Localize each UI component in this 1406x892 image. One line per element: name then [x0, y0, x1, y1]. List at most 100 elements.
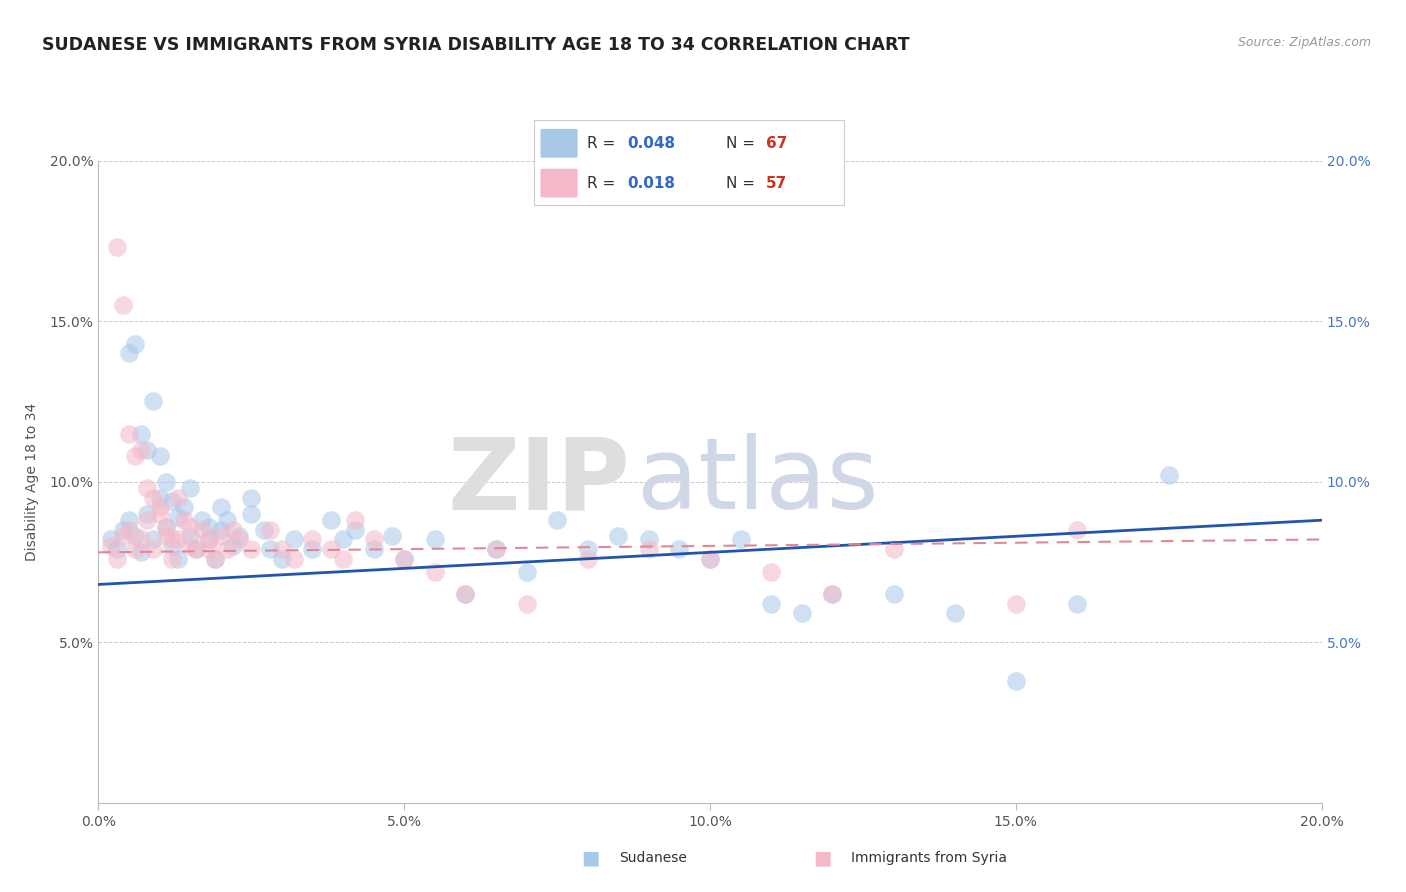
Point — [197, 533, 219, 547]
Point — [111, 523, 134, 537]
Text: N =: N = — [725, 176, 755, 191]
Point — [301, 542, 323, 557]
Point — [252, 523, 274, 537]
Point — [319, 513, 342, 527]
Point — [111, 529, 134, 543]
FancyBboxPatch shape — [540, 129, 578, 158]
Point — [228, 529, 250, 543]
Text: Source: ZipAtlas.com: Source: ZipAtlas.com — [1237, 36, 1371, 49]
Point — [546, 513, 568, 527]
Point — [155, 519, 177, 533]
Point — [118, 346, 141, 360]
Point — [259, 542, 281, 557]
Text: Sudanese: Sudanese — [619, 851, 686, 865]
Point — [516, 597, 538, 611]
Point — [149, 500, 172, 515]
Point — [136, 507, 159, 521]
Point — [167, 510, 190, 524]
Point — [179, 481, 201, 495]
Point — [699, 551, 721, 566]
Point — [179, 519, 201, 533]
Point — [222, 539, 245, 553]
Point — [167, 551, 190, 566]
Point — [197, 519, 219, 533]
Point — [160, 494, 183, 508]
Point — [1004, 597, 1026, 611]
Point — [637, 533, 661, 547]
Text: 57: 57 — [766, 176, 787, 191]
Point — [204, 551, 226, 566]
Point — [668, 542, 690, 557]
Point — [943, 607, 966, 621]
Point — [209, 529, 232, 543]
Point — [485, 542, 508, 557]
Point — [173, 513, 195, 527]
Point — [283, 551, 305, 566]
Point — [283, 533, 305, 547]
Point — [228, 533, 250, 547]
Point — [197, 533, 219, 547]
Point — [209, 500, 232, 515]
Point — [1004, 673, 1026, 688]
Point — [392, 551, 416, 566]
Point — [883, 542, 905, 557]
Point — [883, 587, 905, 601]
Point — [118, 426, 141, 441]
Point — [222, 523, 245, 537]
Point — [142, 394, 165, 409]
Point — [136, 513, 159, 527]
Text: SUDANESE VS IMMIGRANTS FROM SYRIA DISABILITY AGE 18 TO 34 CORRELATION CHART: SUDANESE VS IMMIGRANTS FROM SYRIA DISABI… — [42, 36, 910, 54]
Point — [215, 542, 238, 557]
Point — [136, 442, 159, 457]
Point — [191, 513, 214, 527]
Point — [392, 551, 416, 566]
Point — [111, 298, 134, 312]
Point — [124, 336, 146, 351]
Point — [215, 513, 238, 527]
Point — [381, 529, 404, 543]
Point — [699, 551, 721, 566]
Point — [301, 533, 323, 547]
Text: R =: R = — [586, 136, 614, 151]
Point — [319, 542, 342, 557]
Point — [485, 542, 508, 557]
Point — [155, 529, 177, 543]
Point — [129, 426, 152, 441]
Point — [160, 539, 183, 553]
Point — [142, 533, 165, 547]
Point — [179, 529, 201, 543]
Point — [821, 587, 844, 601]
Point — [454, 587, 477, 601]
Point — [790, 607, 813, 621]
Point — [730, 533, 752, 547]
Point — [423, 565, 446, 579]
Point — [149, 507, 172, 521]
FancyBboxPatch shape — [540, 169, 578, 197]
Point — [124, 449, 146, 463]
Point — [136, 481, 159, 495]
Point — [155, 475, 177, 489]
Point — [363, 533, 385, 547]
Point — [191, 523, 214, 537]
Text: 0.048: 0.048 — [627, 136, 675, 151]
Point — [576, 551, 599, 566]
Point — [155, 519, 177, 533]
Point — [259, 523, 281, 537]
Point — [363, 542, 385, 557]
Point — [173, 500, 195, 515]
Point — [1157, 468, 1180, 483]
Point — [423, 533, 446, 547]
Point — [105, 542, 128, 557]
Point — [344, 513, 367, 527]
Text: 67: 67 — [766, 136, 787, 151]
Point — [270, 551, 292, 566]
Point — [129, 545, 152, 559]
Point — [105, 551, 128, 566]
Point — [344, 523, 367, 537]
Point — [821, 587, 844, 601]
Point — [270, 542, 292, 557]
Point — [105, 240, 128, 254]
Point — [240, 491, 263, 505]
Point — [124, 542, 146, 557]
Point — [167, 491, 190, 505]
